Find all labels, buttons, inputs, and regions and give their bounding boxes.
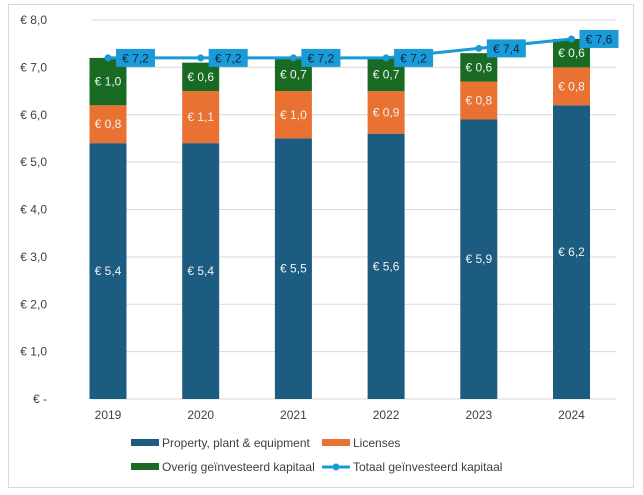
bar-segment: [182, 62, 220, 92]
x-tick-label: 2019: [95, 408, 122, 422]
total-label-box: [301, 48, 341, 67]
total-marker: [289, 54, 297, 62]
x-tick-label: 2021: [280, 408, 307, 422]
total-data-label: € 7,2: [400, 51, 427, 65]
total-marker: [104, 54, 112, 62]
total-marker: [475, 44, 483, 52]
legend-label: Overig geïnvesteerd kapitaal: [162, 460, 315, 474]
total-data-label: € 7,6: [586, 32, 613, 46]
bar-segment: [367, 133, 405, 399]
total-data-label: € 7,2: [215, 51, 242, 65]
bar-data-label: € 5,4: [95, 264, 122, 278]
y-tick-label: € 5,0: [20, 155, 47, 169]
bar-data-label: € 6,2: [558, 245, 585, 259]
legend-swatch: [131, 463, 159, 470]
total-data-label: € 7,2: [308, 51, 335, 65]
legend-swatch: [131, 439, 159, 446]
bar-data-label: € 0,7: [280, 67, 307, 81]
y-tick-label: € 3,0: [20, 250, 47, 264]
x-tick-label: 2023: [465, 408, 492, 422]
bar-data-label: € 0,7: [373, 67, 400, 81]
bar-data-label: € 1,0: [280, 108, 307, 122]
total-marker: [568, 35, 575, 43]
total-label-box: [579, 29, 619, 48]
bar-segment: [367, 91, 405, 134]
bar-data-label: € 0,6: [558, 46, 585, 60]
y-tick-label: € 2,0: [20, 297, 47, 311]
y-tick-label: € 8,0: [20, 13, 47, 27]
total-label-box: [486, 39, 526, 58]
legend-label: Totaal geïnvesteerd kapitaal: [353, 460, 502, 474]
x-tick-label: 2020: [187, 408, 214, 422]
bar-segment: [460, 53, 498, 82]
bar-data-label: € 0,8: [465, 94, 492, 108]
y-tick-label: € 1,0: [20, 345, 47, 359]
total-label-box: [116, 48, 155, 67]
bar-data-label: € 1,1: [187, 110, 214, 124]
legend-label: Property, plant & equipment: [162, 436, 311, 450]
bar-data-label: € 5,9: [465, 252, 492, 266]
total-data-label: € 7,2: [122, 51, 149, 65]
legend-swatch: [322, 439, 350, 446]
legend-marker: [332, 463, 340, 471]
legend-label: Licenses: [353, 436, 400, 450]
bar-data-label: € 0,8: [558, 79, 585, 93]
bar-data-label: € 0,8: [95, 117, 122, 131]
y-tick-label: € -: [33, 392, 47, 406]
bar-data-label: € 0,6: [187, 70, 214, 84]
total-label-box: [394, 48, 434, 67]
bar-data-label: € 0,9: [373, 105, 400, 119]
total-label-box: [208, 48, 248, 67]
bar-segment: [274, 138, 312, 399]
bar-segment: [182, 91, 220, 144]
y-tick-label: € 4,0: [20, 203, 47, 217]
bar-segment: [460, 81, 498, 120]
x-tick-label: 2024: [558, 408, 585, 422]
total-data-label: € 7,4: [493, 42, 520, 56]
y-tick-label: € 6,0: [20, 108, 47, 122]
bar-segment: [89, 105, 127, 144]
bar-segment: [553, 67, 590, 106]
bar-segment: [89, 143, 127, 399]
bar-data-label: € 0,6: [465, 60, 492, 74]
y-tick-label: € 7,0: [20, 60, 47, 74]
bar-data-label: € 5,4: [187, 264, 214, 278]
bar-data-label: € 5,5: [280, 262, 307, 276]
bar-segment: [460, 119, 498, 400]
bar-segment: [274, 91, 312, 139]
x-tick-label: 2022: [373, 408, 400, 422]
total-marker: [197, 54, 205, 62]
bar-data-label: € 1,0: [95, 75, 122, 89]
bar-segment: [553, 105, 590, 400]
bar-segment: [182, 143, 220, 399]
total-marker: [382, 54, 390, 62]
bar-data-label: € 5,6: [373, 259, 400, 273]
